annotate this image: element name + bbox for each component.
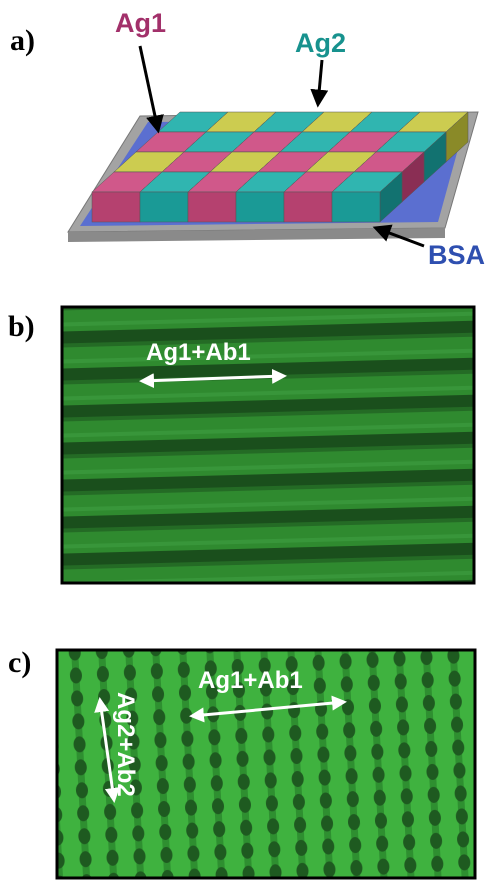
block-face [188, 192, 236, 222]
block-face [332, 192, 380, 222]
panel-label: a) [10, 24, 35, 57]
annotation: Ag1+Ab1 [146, 339, 251, 366]
fluorescence-image [62, 307, 474, 583]
block-face [284, 192, 332, 222]
block-face [140, 192, 188, 222]
figure: a) Ag1 Ag2 BSA b) Ag1+Ab1 c) Ag1+Ab1 Ag2… [0, 0, 491, 880]
annotation: Ag2+Ab2 [112, 692, 139, 797]
block-face [236, 192, 284, 222]
panel-label: b) [8, 310, 35, 343]
annotation: Ag1+Ab1 [198, 667, 303, 694]
annotation: Ag2 [295, 28, 346, 58]
panel-label: c) [8, 646, 31, 679]
block-face [92, 192, 140, 222]
annotation: Ag1 [115, 8, 166, 38]
annotation: BSA [428, 240, 485, 270]
arrow [318, 60, 322, 104]
